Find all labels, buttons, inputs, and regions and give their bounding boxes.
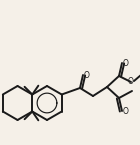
Text: O: O [123, 106, 129, 116]
Text: O: O [123, 58, 129, 68]
Text: O: O [128, 77, 134, 87]
Text: O: O [84, 70, 90, 79]
